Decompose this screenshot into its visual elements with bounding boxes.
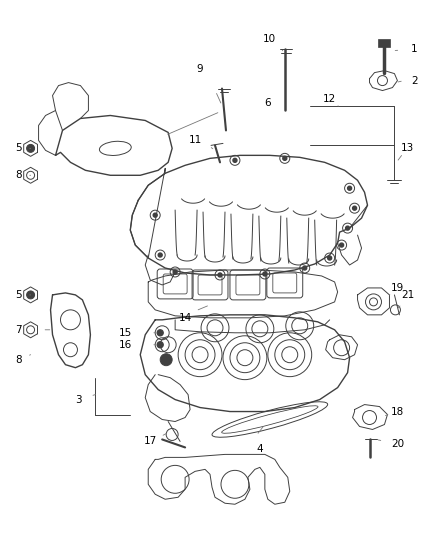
Text: 11: 11 — [188, 135, 202, 146]
Circle shape — [353, 206, 357, 210]
Text: 19: 19 — [391, 283, 404, 293]
Text: 5: 5 — [15, 143, 22, 154]
Text: 5: 5 — [15, 290, 22, 300]
Text: 12: 12 — [323, 93, 336, 103]
Circle shape — [303, 266, 307, 270]
Circle shape — [283, 156, 287, 160]
Text: 17: 17 — [144, 437, 157, 447]
Text: 15: 15 — [119, 328, 132, 338]
Circle shape — [233, 158, 237, 163]
Circle shape — [157, 342, 163, 348]
Text: 10: 10 — [263, 34, 276, 44]
Text: 21: 21 — [401, 290, 414, 300]
Circle shape — [218, 273, 222, 277]
Text: 7: 7 — [15, 325, 22, 335]
Text: 14: 14 — [178, 313, 192, 323]
Circle shape — [158, 253, 162, 257]
Text: 3: 3 — [75, 394, 82, 405]
Circle shape — [153, 213, 157, 217]
Circle shape — [348, 186, 352, 190]
Circle shape — [263, 272, 267, 276]
Text: 9: 9 — [197, 63, 203, 74]
Circle shape — [160, 354, 172, 366]
Circle shape — [173, 270, 177, 274]
Text: 16: 16 — [119, 340, 132, 350]
Text: 8: 8 — [15, 354, 22, 365]
Circle shape — [328, 256, 332, 260]
Bar — [378, 39, 390, 47]
Text: 1: 1 — [411, 44, 418, 54]
Circle shape — [339, 243, 343, 247]
Circle shape — [27, 144, 35, 152]
Text: 8: 8 — [15, 170, 22, 180]
Text: 18: 18 — [391, 407, 404, 416]
Text: 2: 2 — [411, 76, 418, 86]
Circle shape — [346, 226, 350, 230]
Circle shape — [157, 330, 163, 336]
Text: 4: 4 — [257, 445, 263, 455]
Text: 13: 13 — [401, 143, 414, 154]
Text: 20: 20 — [391, 439, 404, 449]
Circle shape — [27, 291, 35, 299]
Text: 6: 6 — [265, 98, 271, 108]
